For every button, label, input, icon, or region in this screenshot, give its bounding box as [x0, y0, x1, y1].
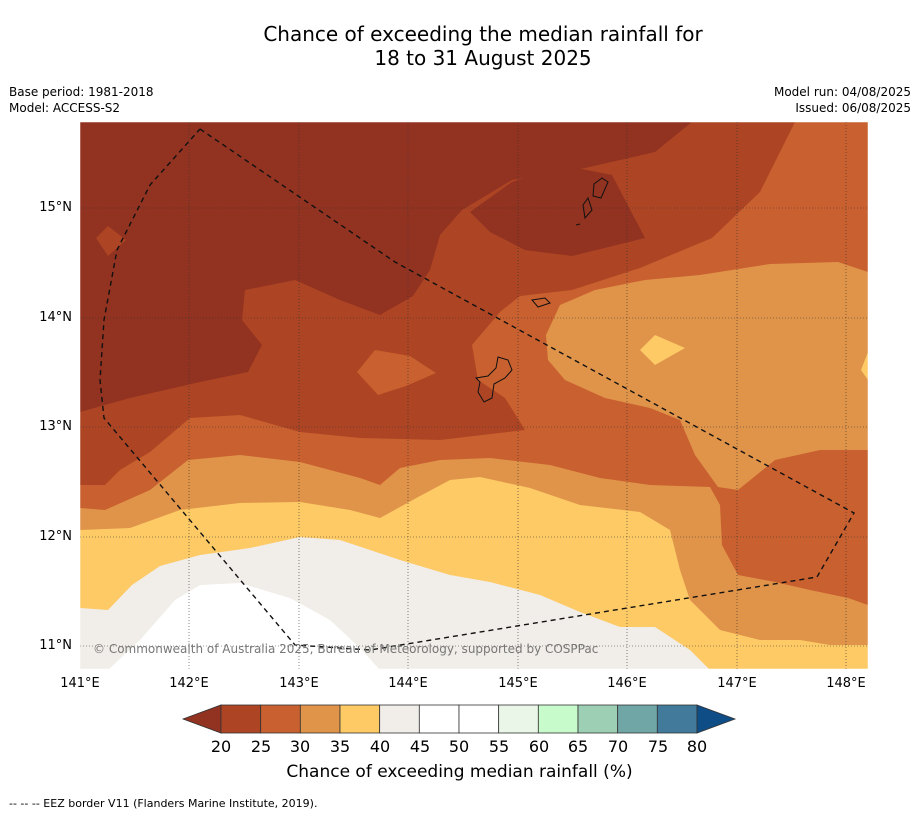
colorbar-cells: [220, 704, 698, 734]
colorbar-cell: [458, 704, 500, 734]
colorbar-cell: [537, 704, 579, 734]
lon-tick-143: 143°E: [279, 676, 319, 691]
colorbar-label: 45: [409, 737, 431, 756]
contour-30-patch: [357, 350, 436, 395]
colorbar-label: 75: [647, 737, 669, 756]
colorbar-cell: [577, 704, 619, 734]
lon-tick-148: 148°E: [826, 676, 866, 691]
base-period: Base period: 1981-2018: [9, 85, 154, 99]
contour-20-topleft: [80, 122, 692, 412]
colorbar-label: 80: [686, 737, 708, 756]
copyright-notice: © Commonwealth of Australia 2025, Bureau…: [93, 642, 599, 656]
colorbar: [181, 704, 737, 734]
lat-tick-12: 12°N: [39, 529, 72, 544]
colorbar-label: 20: [210, 737, 232, 756]
colorbar-label: 25: [250, 737, 272, 756]
title-line-1: Chance of exceeding the median rainfall …: [263, 22, 703, 46]
lon-tick-141: 141°E: [60, 676, 100, 691]
colorbar-extend-high: [696, 704, 737, 734]
meta-left: Base period: 1981-2018 Model: ACCESS-S2: [9, 84, 154, 116]
colorbar-label: 70: [607, 737, 629, 756]
colorbar-cell: [260, 704, 301, 734]
colorbar-label: 35: [329, 737, 351, 756]
model-name: Model: ACCESS-S2: [9, 101, 121, 115]
islands: [474, 177, 609, 403]
colorbar-label: 55: [488, 737, 510, 756]
lon-tick-146: 146°E: [607, 676, 647, 691]
colorbar-label: 40: [369, 737, 391, 756]
guam-island: [474, 356, 513, 403]
saipan-island: [592, 177, 609, 199]
eez-border: [99, 128, 855, 651]
contour-20-center: [470, 165, 645, 256]
title-line-2: 18 to 31 August 2025: [374, 46, 592, 70]
lat-tick-13: 13°N: [39, 419, 72, 434]
contour-50-south: [109, 583, 380, 669]
meta-right: Model run: 04/08/2025 Issued: 06/08/2025: [774, 84, 911, 116]
lon-tick-145: 145°E: [498, 676, 538, 691]
lat-tick-15: 15°N: [39, 200, 72, 215]
colorbar-cell: [656, 704, 698, 734]
contour-40-edge: [861, 352, 868, 380]
contour-40-patch: [640, 335, 685, 365]
colorbar-title: Chance of exceeding median rainfall (%): [286, 762, 633, 782]
colorbar-label: 65: [567, 737, 589, 756]
tinian-island: [582, 196, 593, 220]
colorbar-cell: [220, 704, 262, 734]
contour-35-east: [546, 262, 868, 490]
plot-frame: [79, 121, 869, 670]
eez-footnote: -- -- -- EEZ border V11 (Flanders Marine…: [9, 797, 318, 810]
lon-tick-147: 147°E: [717, 676, 757, 691]
lat-tick-11: 11°N: [39, 638, 72, 653]
lon-tick-142: 142°E: [169, 676, 209, 691]
colorbar-label: 60: [528, 737, 550, 756]
aguijan-island: [575, 223, 581, 226]
colorbar-cell: [617, 704, 658, 734]
gridlines: [80, 122, 868, 669]
colorbar-cell: [299, 704, 341, 734]
model-run: Model run: 04/08/2025: [773, 85, 911, 99]
lon-tick-144: 144°E: [388, 676, 428, 691]
chart-title: Chance of exceeding the median rainfall …: [0, 22, 919, 70]
colorbar-label: 30: [289, 737, 311, 756]
colorbar-extend-low: [181, 704, 222, 734]
issued-date: Issued: 06/08/2025: [795, 101, 911, 115]
rainfall-contour-layer: [80, 122, 868, 669]
rota-island: [531, 297, 551, 308]
colorbar-cell: [498, 704, 539, 734]
lat-tick-14: 14°N: [39, 310, 72, 325]
colorbar-label: 50: [448, 737, 470, 756]
colorbar-cell: [418, 704, 460, 734]
colorbar-cell: [339, 704, 381, 734]
colorbar-cell: [379, 704, 420, 734]
contour-25-patch: [96, 226, 126, 256]
